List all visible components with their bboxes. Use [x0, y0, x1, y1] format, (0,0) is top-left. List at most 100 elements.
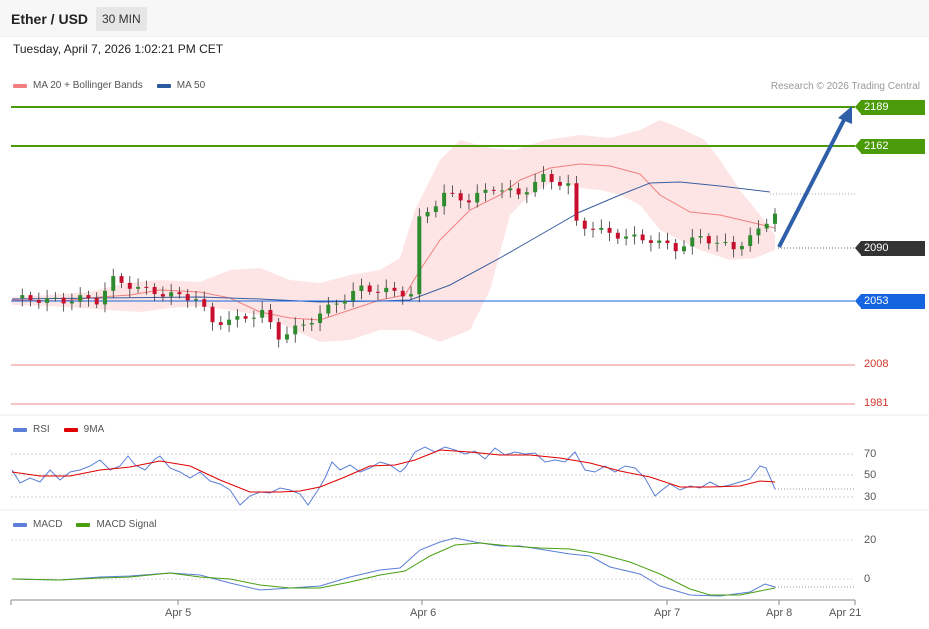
candle-body	[326, 304, 331, 314]
rsi-9ma-swatch	[63, 427, 78, 432]
candle-body	[682, 246, 687, 252]
candle-body	[193, 299, 198, 301]
candle-body	[508, 188, 513, 191]
candle-body	[582, 220, 587, 229]
candle-body	[318, 313, 323, 324]
forecast-arrowhead	[838, 106, 852, 124]
macd-label: MACD	[33, 519, 63, 530]
macd-tick-20: 20	[864, 534, 877, 546]
candle-body	[144, 286, 149, 288]
rsi-9ma-label: 9MA	[83, 424, 105, 435]
candle-body	[235, 316, 240, 320]
candle-body	[665, 240, 670, 244]
candle-body	[731, 242, 736, 250]
candle-body	[69, 301, 74, 304]
candle-body	[86, 295, 91, 299]
candle-body	[500, 190, 505, 192]
rsi-9ma-line	[11, 449, 776, 493]
candle-body	[566, 183, 571, 186]
candle-body	[94, 298, 99, 305]
candle-body	[400, 290, 405, 297]
candle-body	[516, 188, 521, 195]
ma20-swatch	[13, 83, 27, 88]
candle-body	[715, 242, 720, 244]
candle-body	[417, 216, 422, 295]
candle-body	[541, 174, 546, 182]
candle-body	[218, 322, 223, 325]
candle-body	[409, 294, 414, 297]
candle-body	[136, 286, 141, 289]
main-legend: MA 20 + Bollinger Bands MA 50	[13, 80, 205, 91]
candle-body	[342, 300, 347, 304]
candle-body	[549, 174, 554, 182]
candle-body	[764, 223, 769, 229]
candle-body	[276, 322, 281, 340]
candle-body	[557, 181, 562, 186]
candle-body	[632, 234, 637, 237]
candle-body	[615, 232, 620, 239]
candle-body	[351, 290, 356, 301]
candle-body	[773, 213, 777, 224]
r1-tag-pointer	[855, 139, 861, 153]
chart-header: Ether / USD 30 MIN	[0, 0, 929, 37]
candle-body	[309, 323, 314, 325]
candle-body	[673, 243, 678, 252]
timeframe-badge[interactable]: 30 MIN	[96, 7, 147, 31]
x-tick-apr6: Apr 6	[410, 607, 437, 619]
candle-body	[177, 292, 182, 295]
rsi-tick-50: 50	[864, 469, 877, 481]
candle-body	[690, 237, 695, 247]
candle-body	[607, 227, 612, 233]
candle-body	[284, 334, 289, 340]
ma20-label: MA 20 + Bollinger Bands	[33, 80, 143, 91]
candle-body	[243, 316, 248, 319]
r1-tag: 2162	[861, 139, 925, 154]
candle-body	[78, 295, 83, 302]
candle-body	[756, 228, 761, 236]
candle-body	[169, 292, 174, 297]
rsi-label: RSI	[33, 424, 50, 435]
candle-body	[599, 227, 604, 230]
macd-signal-label: MACD Signal	[96, 519, 157, 530]
ma50-line	[11, 181, 771, 303]
candle-body	[45, 298, 50, 303]
bollinger-band	[12, 120, 775, 342]
candle-body	[483, 189, 488, 193]
candle-body	[723, 242, 728, 244]
candle-body	[251, 317, 256, 319]
macd-tick-0: 0	[864, 573, 871, 585]
candle-body	[533, 181, 538, 193]
candle-body	[466, 200, 471, 203]
r2-tag: 2189	[861, 100, 925, 115]
x-tick-apr7: Apr 7	[654, 607, 681, 619]
candle-body	[227, 319, 232, 325]
macd-swatch	[13, 522, 27, 527]
copyright-text: Research © 2026 Trading Central	[770, 81, 920, 92]
candle-body	[491, 189, 496, 191]
s1-label: 2008	[864, 358, 889, 370]
macd-line	[11, 537, 776, 597]
current-price-tag: 2090	[861, 241, 925, 256]
pivot-tag-pointer	[855, 294, 861, 308]
macd-signal-line	[11, 542, 776, 596]
candle-body	[152, 286, 157, 295]
rsi-tick-30: 30	[864, 491, 877, 503]
candle-body	[433, 206, 438, 213]
candle-body	[20, 295, 25, 299]
forecast-arrow	[777, 117, 847, 248]
pivot-tag: 2053	[861, 294, 925, 309]
macd-signal-swatch	[76, 522, 91, 527]
candle-body	[624, 236, 629, 239]
timestamp: Tuesday, April 7, 2026 1:02:21 PM CET	[13, 42, 224, 56]
candle-body	[442, 192, 447, 207]
ma50-label: MA 50	[176, 80, 206, 91]
candle-body	[61, 297, 66, 304]
candle-body	[119, 276, 124, 283]
candle-body	[334, 303, 339, 305]
candle-body	[392, 287, 397, 291]
candle-body	[102, 290, 107, 305]
candle-body	[657, 240, 662, 243]
rsi-swatch	[13, 427, 27, 432]
candle-body	[36, 300, 41, 303]
